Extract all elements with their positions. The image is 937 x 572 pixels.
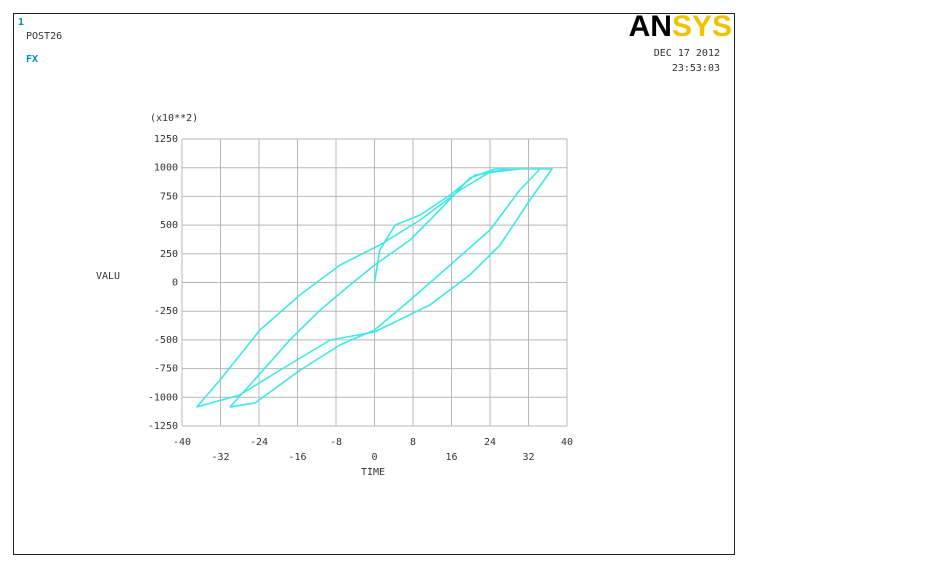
series-label: FX (26, 54, 38, 65)
x-tick-label: 40 (561, 437, 573, 448)
x-tick-label: 16 (445, 452, 457, 463)
x-tick-label: 32 (522, 452, 534, 463)
x-tick-label: -40 (173, 437, 191, 448)
y-multiplier: (x10**2) (150, 113, 198, 124)
y-tick-label: 1000 (154, 163, 178, 174)
x-tick-label: -32 (211, 452, 229, 463)
x-tick-label: 24 (484, 437, 496, 448)
y-tick-label: 1250 (154, 134, 178, 145)
logo: ANSYS (629, 10, 732, 43)
data-line (196, 168, 553, 408)
y-tick-label: -750 (154, 364, 178, 375)
y-tick-label: -1250 (148, 421, 178, 432)
y-tick-label: -500 (154, 335, 178, 346)
y-tick-label: -1000 (148, 392, 178, 403)
x-axis-label: TIME (361, 467, 385, 478)
program: POST26 (26, 31, 62, 42)
time: 23:53:03 (672, 63, 720, 74)
x-tick-label: 8 (410, 437, 416, 448)
y-tick-label: 250 (160, 249, 178, 260)
y-tick-label: -250 (154, 306, 178, 317)
x-tick-label: -8 (330, 437, 342, 448)
date: DEC 17 2012 (654, 48, 720, 59)
y-tick-label: 500 (160, 220, 178, 231)
y-tick-label: 0 (172, 278, 178, 289)
x-tick-label: -16 (288, 452, 306, 463)
x-tick-label: -24 (250, 437, 268, 448)
window-number: 1 (18, 17, 24, 28)
y-axis-label: VALU (96, 271, 120, 282)
y-tick-label: 750 (160, 191, 178, 202)
x-tick-label: 0 (371, 452, 377, 463)
